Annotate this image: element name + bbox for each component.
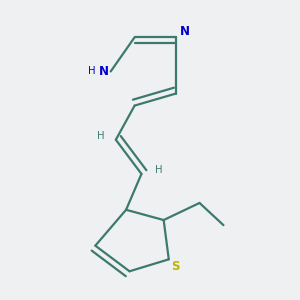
Text: H: H: [97, 131, 104, 141]
Text: S: S: [171, 260, 180, 273]
Text: N: N: [99, 65, 109, 78]
Text: H: H: [155, 166, 162, 176]
Text: N: N: [180, 25, 190, 38]
Text: H: H: [88, 66, 96, 76]
